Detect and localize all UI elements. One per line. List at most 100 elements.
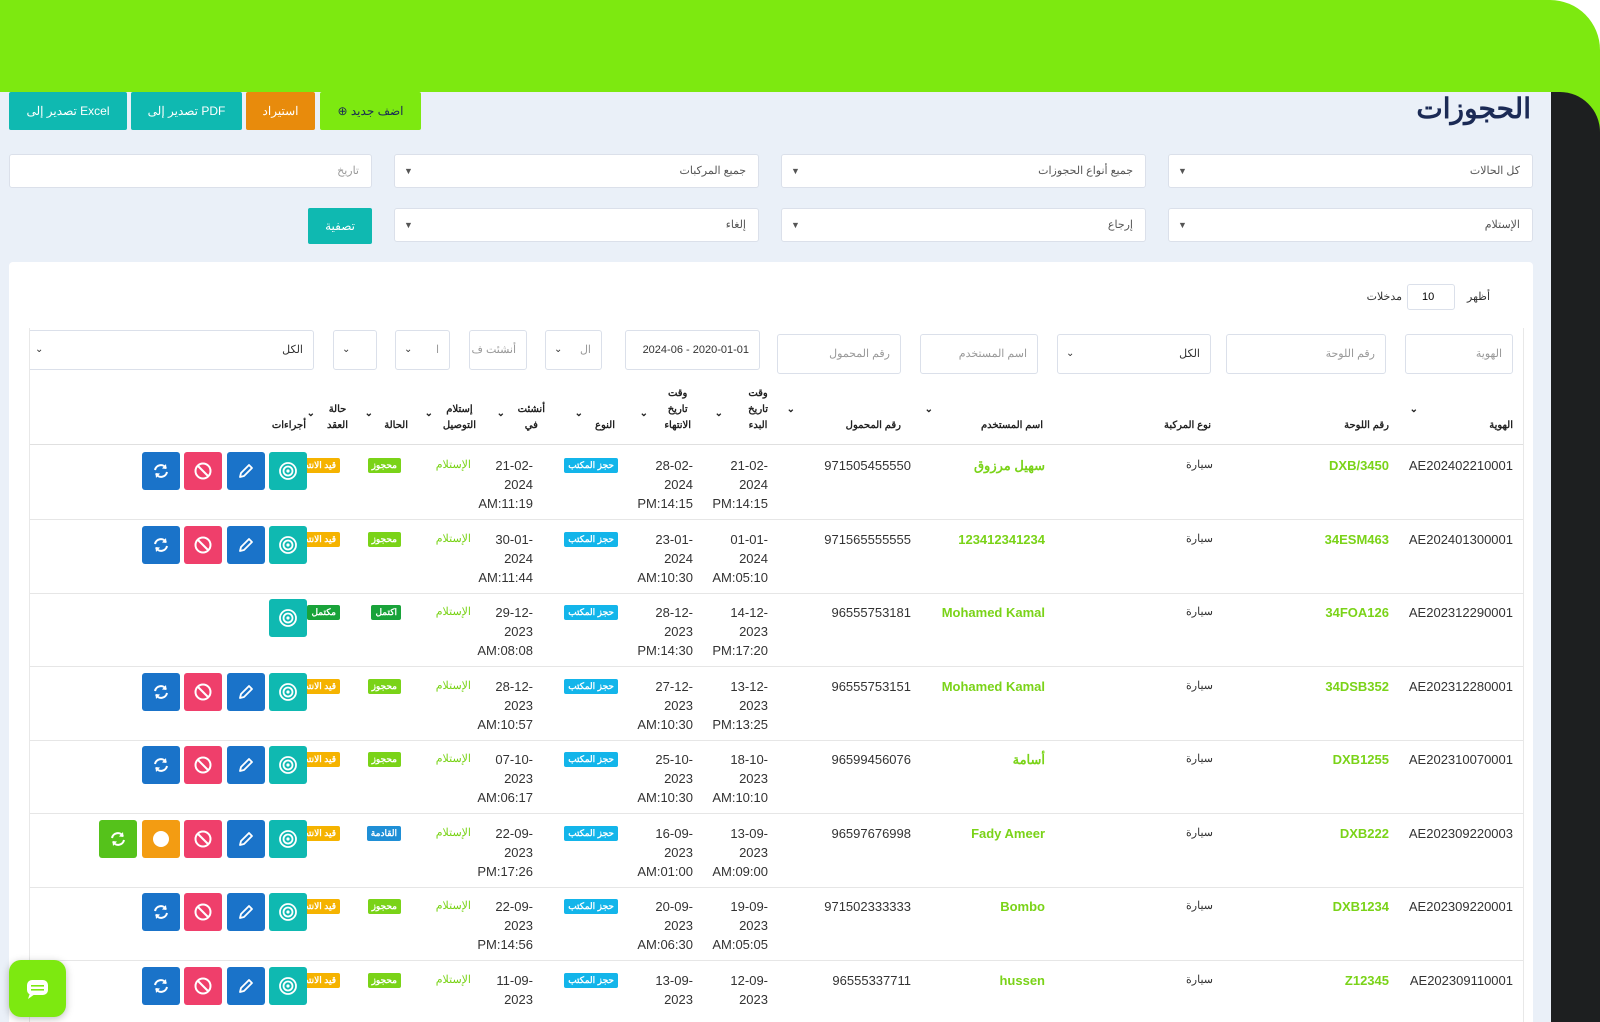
col-delivery-header[interactable]: إستلام التوصيل: [442, 404, 476, 431]
export-pdf-button[interactable]: تصدير إلى PDF: [131, 92, 242, 130]
search-mobile-input[interactable]: رقم المحمول: [777, 334, 901, 374]
col-mobile-header[interactable]: رقم المحمول: [845, 420, 901, 431]
search-delivery-select[interactable]: ا ⌄: [395, 330, 450, 370]
search-status-select[interactable]: ⌄: [333, 330, 377, 370]
view-button[interactable]: [269, 819, 307, 858]
refresh-button[interactable]: [141, 452, 180, 490]
date-filter-input[interactable]: تاريخ: [9, 154, 372, 188]
return-filter-select[interactable]: إرجاع ▼: [781, 208, 1146, 242]
plate-link[interactable]: 34ESM463: [1324, 531, 1389, 547]
refresh-button[interactable]: [141, 966, 180, 1005]
filter-button[interactable]: تصفية: [308, 208, 372, 244]
search-user-input[interactable]: اسم المستخدم: [920, 334, 1038, 374]
view-button[interactable]: [269, 599, 307, 637]
search-type-select[interactable]: ال ⌄: [545, 330, 602, 370]
status-button[interactable]: [141, 819, 180, 858]
user-link[interactable]: 123412341234: [958, 531, 1045, 547]
cancel-icon: [194, 756, 212, 774]
edit-button[interactable]: [226, 525, 265, 564]
pickup-filter-select[interactable]: الإستلام ▼: [1168, 208, 1533, 242]
vehicles-filter-select[interactable]: جميع المركبات ▼: [394, 154, 759, 188]
user-link[interactable]: Fady Ameer: [971, 825, 1045, 841]
cancel-booking-button[interactable]: [184, 452, 222, 490]
user-link[interactable]: سهيل مرزوق: [973, 458, 1045, 473]
user-link[interactable]: Mohamed Kamal: [941, 605, 1045, 620]
entries-select[interactable]: 10: [1407, 284, 1455, 310]
sort-icon: ⌄: [306, 408, 315, 419]
chevron-down-icon: ⌄: [554, 344, 563, 355]
date-cell-created: 29-12- 2023 AM:08:08: [477, 603, 533, 660]
plate-link[interactable]: DXB/3450: [1329, 458, 1389, 473]
edit-button[interactable]: [226, 746, 265, 784]
col-id-header[interactable]: الهوية: [1489, 420, 1513, 431]
search-all-select[interactable]: الكل ⌄: [30, 330, 314, 370]
user-link[interactable]: Bombo: [1000, 899, 1045, 914]
col-vehicle-type-header[interactable]: نوع المركبة: [1164, 420, 1211, 431]
sort-icon: ⌄: [639, 408, 648, 419]
search-vehicle-type-select[interactable]: الكل ⌄: [1057, 334, 1211, 374]
add-new-button[interactable]: ⊕ اضف جديد: [320, 92, 421, 130]
cancel-booking-button[interactable]: [184, 893, 222, 931]
import-button[interactable]: استيراد: [246, 92, 315, 130]
cancel-booking-button[interactable]: [184, 672, 222, 711]
refresh-button[interactable]: [141, 746, 180, 784]
target-icon: [279, 609, 297, 627]
edit-button[interactable]: [226, 672, 265, 711]
view-button[interactable]: [269, 966, 307, 1005]
edit-icon: [238, 537, 253, 552]
table-row: AE202401300001 34ESM463 سيارة 123412341234 9…: [30, 518, 1523, 594]
view-button[interactable]: [269, 672, 307, 711]
col-end-header[interactable]: وقت تاريخ الانتهاء: [664, 388, 691, 431]
plate-link[interactable]: DXB222: [1339, 825, 1389, 841]
plate-link[interactable]: DXB1234: [1332, 899, 1389, 914]
cancel-booking-button[interactable]: [184, 819, 222, 858]
add-new-label: اضف جديد: [350, 104, 404, 118]
col-plate-header[interactable]: رقم اللوحة: [1344, 420, 1389, 431]
search-plate-input[interactable]: رقم اللوحة: [1226, 334, 1386, 374]
col-user-header[interactable]: اسم المستخدم: [980, 420, 1043, 431]
search-id-input[interactable]: الهوية: [1405, 334, 1513, 374]
refresh-button[interactable]: [141, 893, 180, 931]
cancel-filter-select[interactable]: إلغاء ▼: [394, 208, 759, 242]
export-excel-button[interactable]: تصدير إلى Excel: [9, 92, 127, 130]
target-icon: [279, 462, 297, 480]
edit-button[interactable]: [226, 452, 265, 490]
col-contract-header[interactable]: حالة العقد: [327, 404, 348, 431]
view-button[interactable]: [269, 525, 307, 564]
refresh-button[interactable]: [141, 525, 180, 564]
date-line: 2023: [739, 844, 768, 860]
search-date-range-input[interactable]: 2020-01-01 - 2024-06: [625, 330, 760, 370]
user-link[interactable]: Mohamed Kamal: [941, 678, 1045, 694]
refresh-button[interactable]: [141, 672, 180, 711]
user-link[interactable]: أسامة: [1012, 752, 1045, 767]
date-line: 16-09-: [655, 825, 693, 841]
view-button[interactable]: [269, 893, 307, 931]
edit-button[interactable]: [226, 966, 265, 1005]
col-start-header[interactable]: وقت تاريخ البدء: [748, 388, 768, 431]
cancel-booking-button[interactable]: [184, 966, 222, 1005]
chat-button[interactable]: [9, 960, 66, 1017]
mobile: 971502333333: [824, 899, 911, 914]
col-status-header[interactable]: الحالة: [384, 420, 408, 431]
date-cell-start: 01-01- 2024 AM:05:10: [712, 530, 768, 587]
plate-link[interactable]: 34FOA126: [1325, 605, 1389, 620]
plate-link[interactable]: 34DSB352: [1325, 678, 1389, 694]
plate-link[interactable]: DXB1255: [1332, 752, 1389, 767]
col-type-header[interactable]: النوع: [595, 420, 615, 431]
date-line: 2023: [664, 918, 693, 933]
edit-button[interactable]: [226, 819, 265, 858]
col-created-header[interactable]: أنشئت في: [517, 404, 545, 431]
booking-type-filter-select[interactable]: جميع أنواع الحجوزات ▼: [781, 154, 1146, 188]
plate-link[interactable]: Z12345: [1344, 972, 1389, 988]
view-button[interactable]: [269, 452, 307, 490]
status-filter-select[interactable]: كل الحالات ▼: [1168, 154, 1533, 188]
view-button[interactable]: [269, 746, 307, 784]
cancel-booking-button[interactable]: [184, 746, 222, 784]
cancel-booking-button[interactable]: [184, 525, 222, 564]
date-line: 13-12-: [730, 678, 768, 694]
refresh-button[interactable]: [99, 819, 137, 858]
search-created-input[interactable]: أنشئت ف: [469, 330, 527, 370]
table-header: الهوية ⌄ رقم اللوحة نوع المركبة اسم المس…: [30, 386, 1523, 445]
edit-button[interactable]: [226, 893, 265, 931]
user-link[interactable]: hussen: [999, 972, 1045, 988]
